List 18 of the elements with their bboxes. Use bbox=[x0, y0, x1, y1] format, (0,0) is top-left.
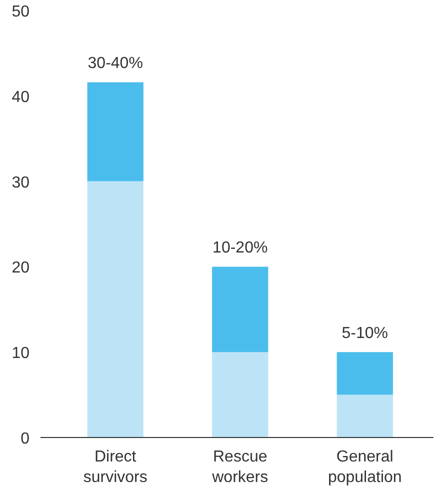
y-tick-label: 10 bbox=[12, 345, 30, 362]
annotation: 5-10% bbox=[342, 325, 388, 342]
bar bbox=[87, 181, 144, 438]
bar bbox=[336, 352, 393, 395]
x-tick-label: Rescue workers bbox=[211, 448, 268, 486]
bar bbox=[212, 352, 268, 438]
y-tick-label: 40 bbox=[12, 88, 30, 106]
x-tick-label: General population bbox=[328, 448, 402, 486]
x-tick-label: Direct survivors bbox=[83, 448, 148, 486]
y-tick-label: 20 bbox=[12, 260, 30, 277]
y-tick-label: 0 bbox=[20, 430, 30, 448]
y-tick-label: 30 bbox=[12, 174, 30, 192]
bar bbox=[336, 394, 393, 438]
annotation: 10-20% bbox=[212, 240, 268, 257]
bar bbox=[87, 82, 144, 182]
annotation: 30-40% bbox=[88, 55, 143, 72]
y-tick-label: 50 bbox=[12, 4, 30, 20]
bar bbox=[212, 266, 268, 352]
